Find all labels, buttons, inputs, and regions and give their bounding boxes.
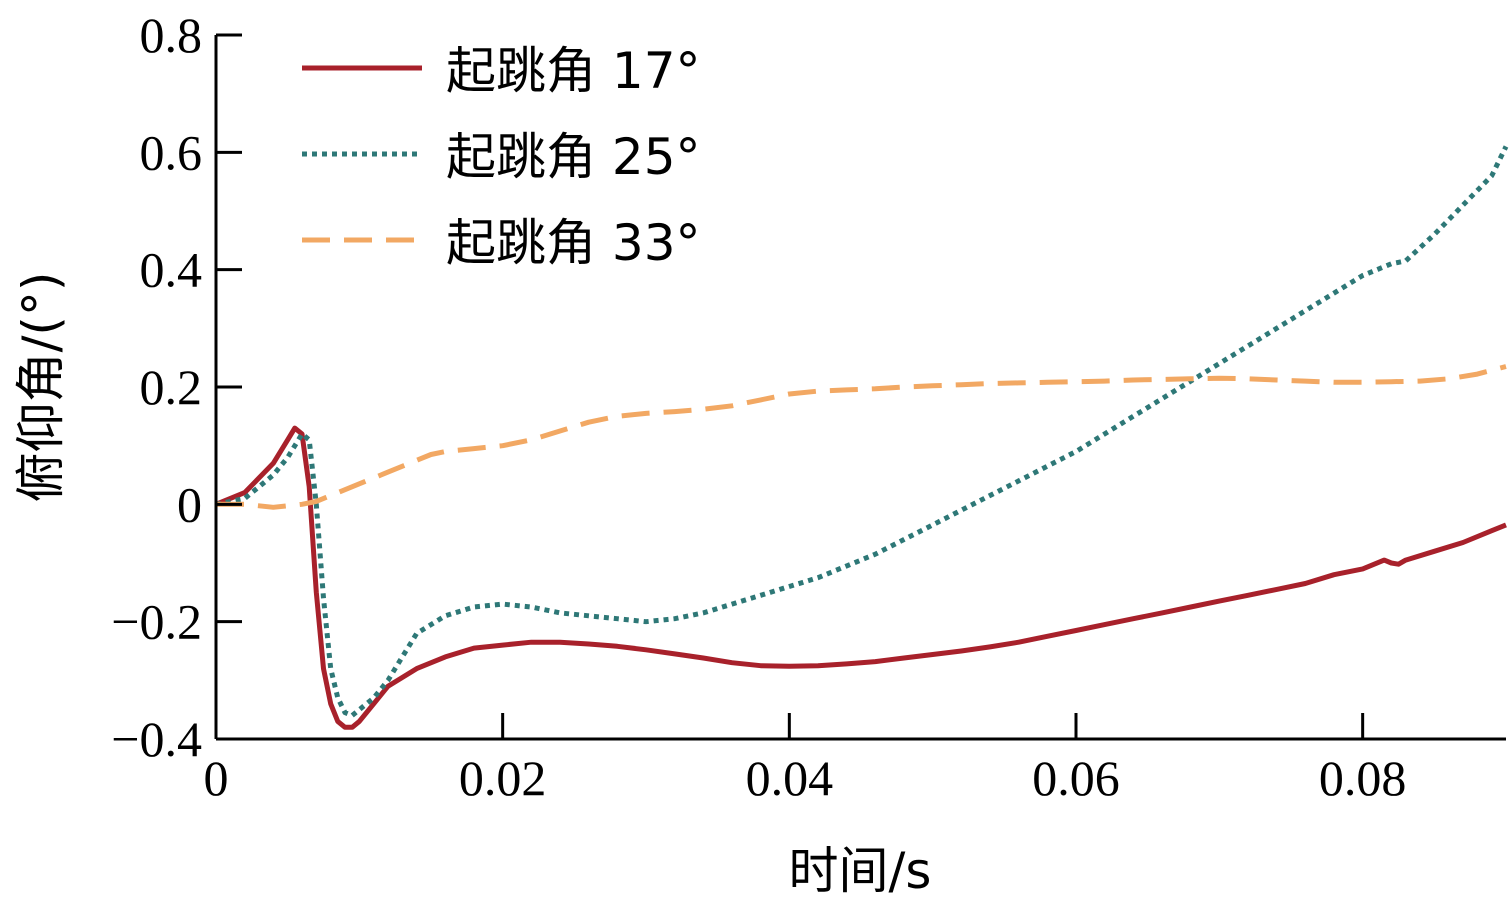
y-tick-label: 0.2 <box>140 359 203 415</box>
x-axis-title: 时间/s <box>789 842 932 900</box>
plot-lines <box>215 145 1509 730</box>
x-tick-label: 0 <box>204 750 229 806</box>
x-tick-label: 0.02 <box>459 750 547 806</box>
y-tick-label: −0.2 <box>111 594 202 650</box>
x-tick-label: 0.06 <box>1032 750 1120 806</box>
series-line-2 <box>215 145 1509 718</box>
x-tick-label: 0.08 <box>1319 750 1407 806</box>
y-ticks: −0.4 −0.2 0 0.2 0.4 0.6 0.8 <box>111 7 242 767</box>
legend: 起跳角 17° 起跳角 25° 起跳角 33° <box>302 42 701 272</box>
y-tick-label: −0.4 <box>111 711 202 767</box>
y-tick-label: 0.6 <box>140 124 203 180</box>
legend-label-1: 起跳角 17° <box>446 42 701 100</box>
legend-label-2: 起跳角 25° <box>446 128 701 186</box>
axes <box>214 35 1506 741</box>
y-tick-label: 0.4 <box>140 242 203 298</box>
series-line-3 <box>216 364 1507 510</box>
x-ticks: 0 0.02 0.04 0.06 0.08 <box>204 713 1407 806</box>
series-line-1 <box>215 425 1507 730</box>
y-tick-label: 0 <box>177 476 202 532</box>
legend-label-3: 起跳角 33° <box>446 214 701 272</box>
x-tick-label: 0.04 <box>746 750 834 806</box>
y-tick-label: 0.8 <box>140 7 203 63</box>
y-axis-title: 俯仰角/(°) <box>12 272 70 503</box>
